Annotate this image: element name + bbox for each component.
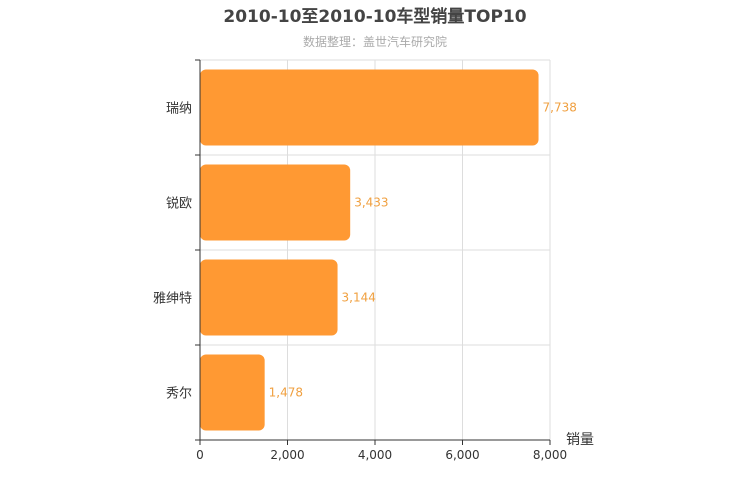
bar-value-label: 3,144 — [342, 291, 376, 305]
category-label: 雅绅特 — [153, 292, 192, 307]
category-label: 瑞纳 — [166, 102, 192, 117]
bar — [200, 259, 338, 336]
chart-title: 2010-10至2010-10车型销量TOP10 — [223, 6, 526, 27]
bar — [200, 354, 265, 431]
bar-value-label: 1,478 — [269, 386, 303, 400]
x-tick-label: 4,000 — [358, 448, 392, 462]
x-tick-label: 8,000 — [533, 448, 567, 462]
bar — [200, 69, 539, 146]
bar-value-label: 3,433 — [354, 196, 388, 210]
x-tick-label: 0 — [196, 448, 204, 462]
category-label: 秀尔 — [166, 387, 192, 402]
x-tick-label: 6,000 — [445, 448, 479, 462]
category-label: 锐欧 — [166, 197, 192, 212]
bar-layer: 7,738 3,433 3,144 1,478 — [200, 69, 577, 431]
chart-subtitle: 数据整理：盖世汽车研究院 — [303, 34, 447, 49]
bar — [200, 164, 351, 241]
x-axis-name: 销量 — [566, 432, 594, 448]
x-tick-label: 2,000 — [270, 448, 304, 462]
bar-value-label: 7,738 — [543, 101, 577, 115]
